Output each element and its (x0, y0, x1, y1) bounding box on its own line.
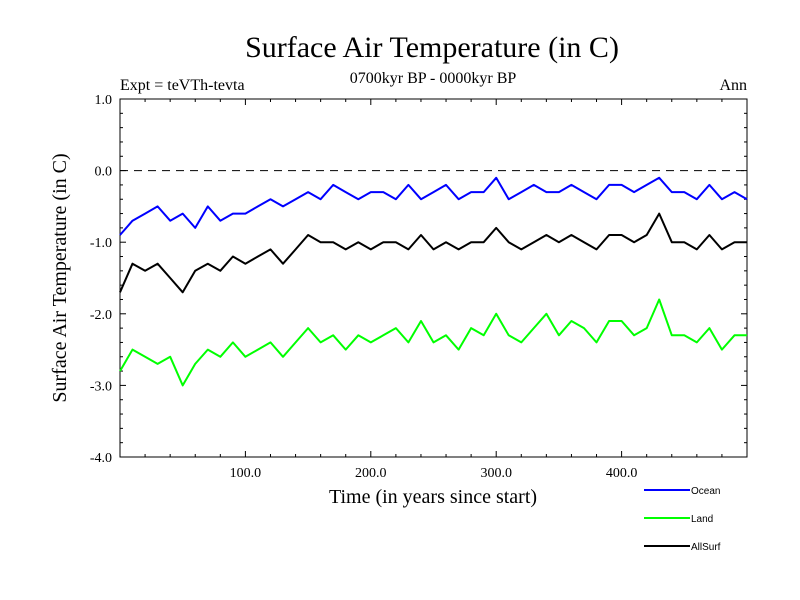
x-tick-label: 200.0 (355, 466, 387, 481)
y-axis-label: Surface Air Temperature (in C) (49, 153, 71, 402)
series-line-land (119, 298, 747, 387)
y-tick-label: -3.0 (90, 379, 112, 394)
experiment-label: Expt = teVTh-tevta (120, 77, 245, 94)
legend: Ocean Land AllSurf (644, 486, 721, 553)
x-axis-label: Time (in years since start) (329, 486, 537, 508)
x-tick-label: 100.0 (230, 466, 262, 481)
legend-label-land: Land (691, 514, 713, 525)
series-line-allsurf (119, 212, 747, 294)
y-tick-label: -4.0 (90, 451, 112, 466)
series-lines (119, 176, 748, 387)
chart-title: Surface Air Temperature (in C) (245, 31, 619, 64)
y-tick-label: -1.0 (90, 236, 112, 251)
legend-label-ocean: Ocean (691, 486, 720, 497)
x-tick-label: 400.0 (606, 466, 638, 481)
y-axis-ticks: -4.0 -3.0 -2.0 -1.0 0.0 1.0 (90, 93, 747, 466)
series-line-ocean (119, 176, 748, 236)
x-axis-ticks: 100.0 200.0 300.0 400.0 (144, 99, 723, 481)
y-tick-label: 0.0 (95, 165, 113, 180)
legend-label-allsurf: AllSurf (691, 542, 721, 553)
x-tick-label: 300.0 (480, 466, 512, 481)
period-label: Ann (719, 77, 747, 94)
y-tick-label: 1.0 (95, 93, 113, 108)
chart-subtitle: 0700kyr BP - 0000kyr BP (350, 70, 517, 87)
y-tick-label: -2.0 (90, 308, 112, 323)
plot-area-frame (119, 98, 748, 458)
